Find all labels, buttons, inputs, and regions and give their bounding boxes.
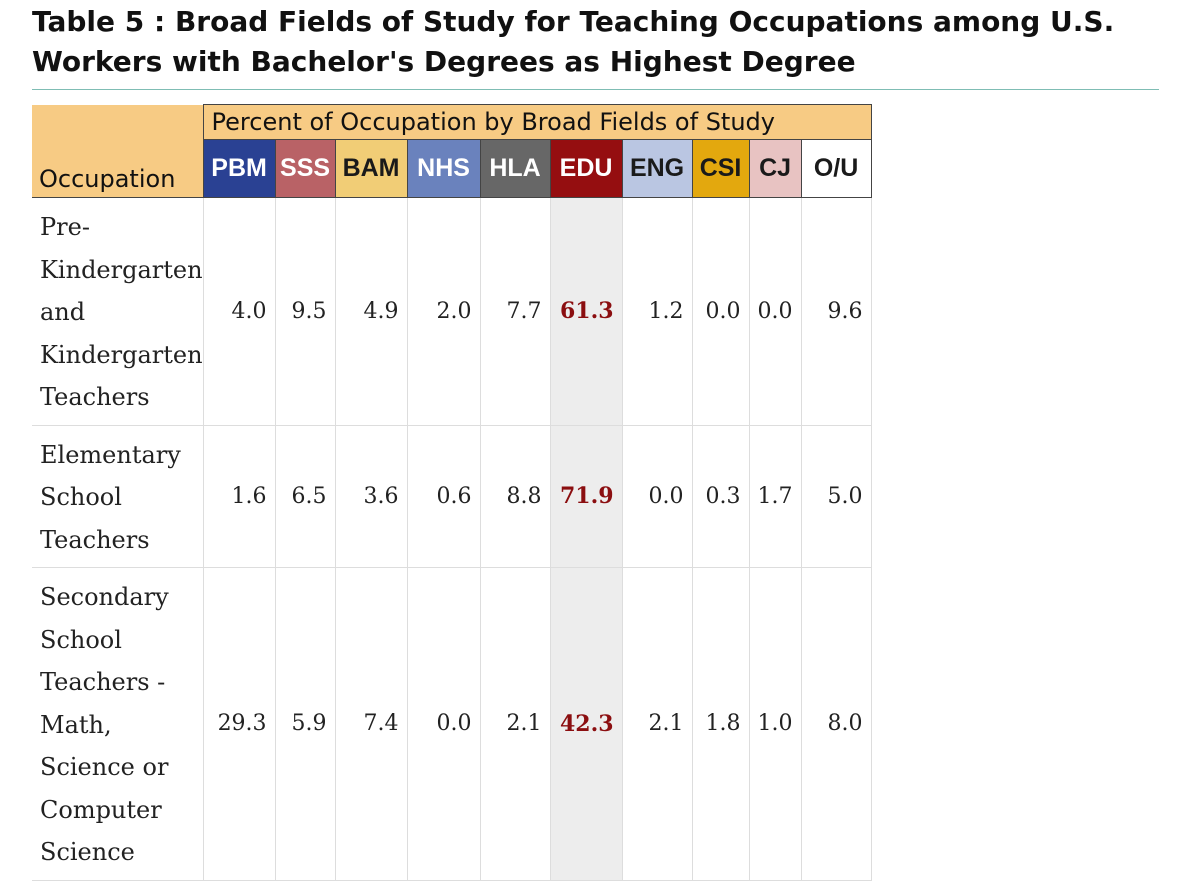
- header-row-codes: PBM SSS BAM NHS HLA EDU ENG CSI CJ O/U: [32, 139, 872, 198]
- value-cell-pbm: 29.3: [202, 567, 276, 881]
- value-cell-ou: 8.0: [800, 567, 872, 881]
- field-code-nhs: NHS: [406, 139, 481, 198]
- field-code-eng: ENG: [621, 139, 693, 198]
- field-code-pbm: PBM: [202, 139, 276, 198]
- header-row-group: Occupation Percent of Occupation by Broa…: [32, 104, 872, 198]
- value-cell-nhs: 0.6: [406, 425, 481, 568]
- value-cell-sss: 6.5: [274, 425, 336, 568]
- value-cell-edu: 42.3: [549, 567, 623, 881]
- value-cell-bam: 3.6: [334, 425, 408, 568]
- value-cell-pbm: 4.0: [202, 197, 276, 426]
- field-code-ou: O/U: [800, 139, 872, 198]
- value-cell-nhs: 0.0: [406, 567, 481, 881]
- value-cell-cj: 1.7: [748, 425, 802, 568]
- value-cell-eng: 1.2: [621, 197, 693, 426]
- value-cell-bam: 7.4: [334, 567, 408, 881]
- value-cell-edu: 61.3: [549, 197, 623, 426]
- fields-of-study-table: Occupation Percent of Occupation by Broa…: [32, 104, 872, 881]
- value-cell-pbm: 1.6: [202, 425, 276, 568]
- table-row: Pre-Kindergarten and Kindergarten Teache…: [32, 197, 872, 426]
- occupation-cell: Elementary School Teachers: [32, 425, 204, 568]
- value-cell-eng: 0.0: [621, 425, 693, 568]
- value-cell-cj: 1.0: [748, 567, 802, 881]
- value-cell-edu: 71.9: [549, 425, 623, 568]
- value-cell-hla: 2.1: [479, 567, 551, 881]
- field-code-bam: BAM: [334, 139, 408, 198]
- value-cell-nhs: 2.0: [406, 197, 481, 426]
- table-body: Pre-Kindergarten and Kindergarten Teache…: [32, 197, 872, 881]
- value-cell-bam: 4.9: [334, 197, 408, 426]
- value-cell-ou: 5.0: [800, 425, 872, 568]
- group-column-header: Percent of Occupation by Broad Fields of…: [202, 104, 872, 140]
- value-cell-sss: 5.9: [274, 567, 336, 881]
- value-cell-hla: 7.7: [479, 197, 551, 426]
- table-title: Table 5 : Broad Fields of Study for Teac…: [32, 5, 1115, 78]
- value-cell-sss: 9.5: [274, 197, 336, 426]
- occupation-cell: Secondary School Teachers - Math, Scienc…: [32, 567, 204, 881]
- value-cell-csi: 0.0: [691, 197, 750, 426]
- value-cell-csi: 1.8: [691, 567, 750, 881]
- table-row: Elementary School Teachers 1.6 6.5 3.6 0.6 8.…: [32, 425, 872, 568]
- field-code-sss: SSS: [274, 139, 336, 198]
- field-code-hla: HLA: [479, 139, 551, 198]
- field-code-cj: CJ: [748, 139, 802, 198]
- value-cell-eng: 2.1: [621, 567, 693, 881]
- table-row: Secondary School Teachers - Math, Scienc…: [32, 567, 872, 881]
- field-code-edu: EDU: [549, 139, 623, 198]
- value-cell-csi: 0.3: [691, 425, 750, 568]
- occupation-cell: Pre-Kindergarten and Kindergarten Teache…: [32, 197, 204, 426]
- title-divider: [32, 89, 1159, 90]
- value-cell-ou: 9.6: [800, 197, 872, 426]
- occupation-column-header: Occupation: [32, 104, 204, 198]
- field-code-csi: CSI: [691, 139, 750, 198]
- value-cell-hla: 8.8: [479, 425, 551, 568]
- value-cell-cj: 0.0: [748, 197, 802, 426]
